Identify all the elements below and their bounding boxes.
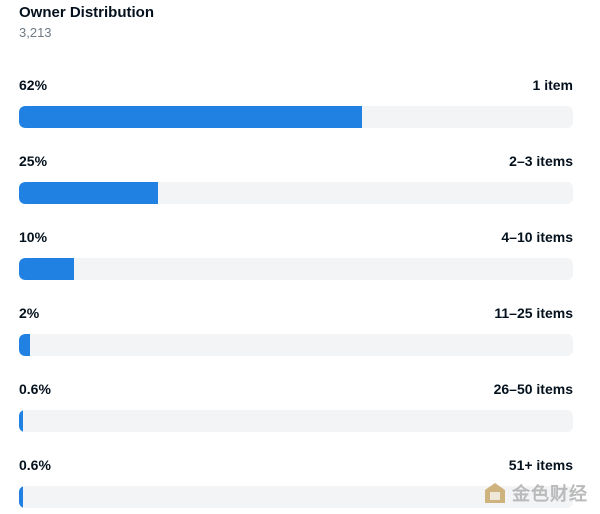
percent-label: 0.6%: [19, 457, 51, 473]
percent-label: 25%: [19, 153, 48, 169]
distribution-row: 62% 1 item: [19, 76, 573, 152]
percent-label: 62%: [19, 77, 48, 93]
category-label: 1 item: [532, 77, 573, 93]
bar-fill: [19, 486, 23, 508]
row-header: 10% 4–10 items: [19, 228, 573, 246]
distribution-row: 10% 4–10 items: [19, 228, 573, 304]
watermark-text: 金色财经: [512, 484, 588, 505]
owner-count: 3,213: [19, 25, 52, 40]
percent-label: 2%: [19, 305, 40, 321]
jinse-logo-icon: [485, 483, 505, 503]
category-label: 26–50 items: [493, 381, 573, 397]
row-header: 0.6% 26–50 items: [19, 380, 573, 398]
bar-track: [19, 334, 573, 356]
distribution-row: 0.6% 26–50 items: [19, 380, 573, 456]
distribution-row: 0.6% 51+ items: [19, 456, 573, 514]
bar-track: [19, 410, 573, 432]
bar-track: [19, 106, 573, 128]
bar-fill: [19, 106, 363, 128]
category-label: 11–25 items: [494, 305, 573, 321]
percent-label: 0.6%: [19, 381, 51, 397]
bar-track: [19, 486, 573, 508]
bar-track: [19, 182, 573, 204]
row-header: 2% 11–25 items: [19, 304, 573, 322]
bar-fill: [19, 182, 158, 204]
bar-fill: [19, 334, 31, 356]
chart-title: Owner Distribution: [19, 4, 154, 21]
bar-fill: [19, 258, 75, 280]
row-header: 62% 1 item: [19, 76, 573, 94]
bar-fill: [19, 410, 23, 432]
percent-label: 10%: [19, 229, 48, 245]
category-label: 2–3 items: [509, 153, 573, 169]
distribution-row: 2% 11–25 items: [19, 304, 573, 380]
distribution-bars: 62% 1 item 25% 2–3 items 10% 4–10 items 2% 11–2…: [19, 76, 573, 514]
watermark: 金色财经: [484, 480, 588, 506]
row-header: 0.6% 51+ items: [19, 456, 573, 474]
category-label: 4–10 items: [501, 229, 573, 245]
distribution-row: 25% 2–3 items: [19, 152, 573, 228]
row-header: 25% 2–3 items: [19, 152, 573, 170]
category-label: 51+ items: [508, 457, 573, 473]
bar-track: [19, 258, 573, 280]
